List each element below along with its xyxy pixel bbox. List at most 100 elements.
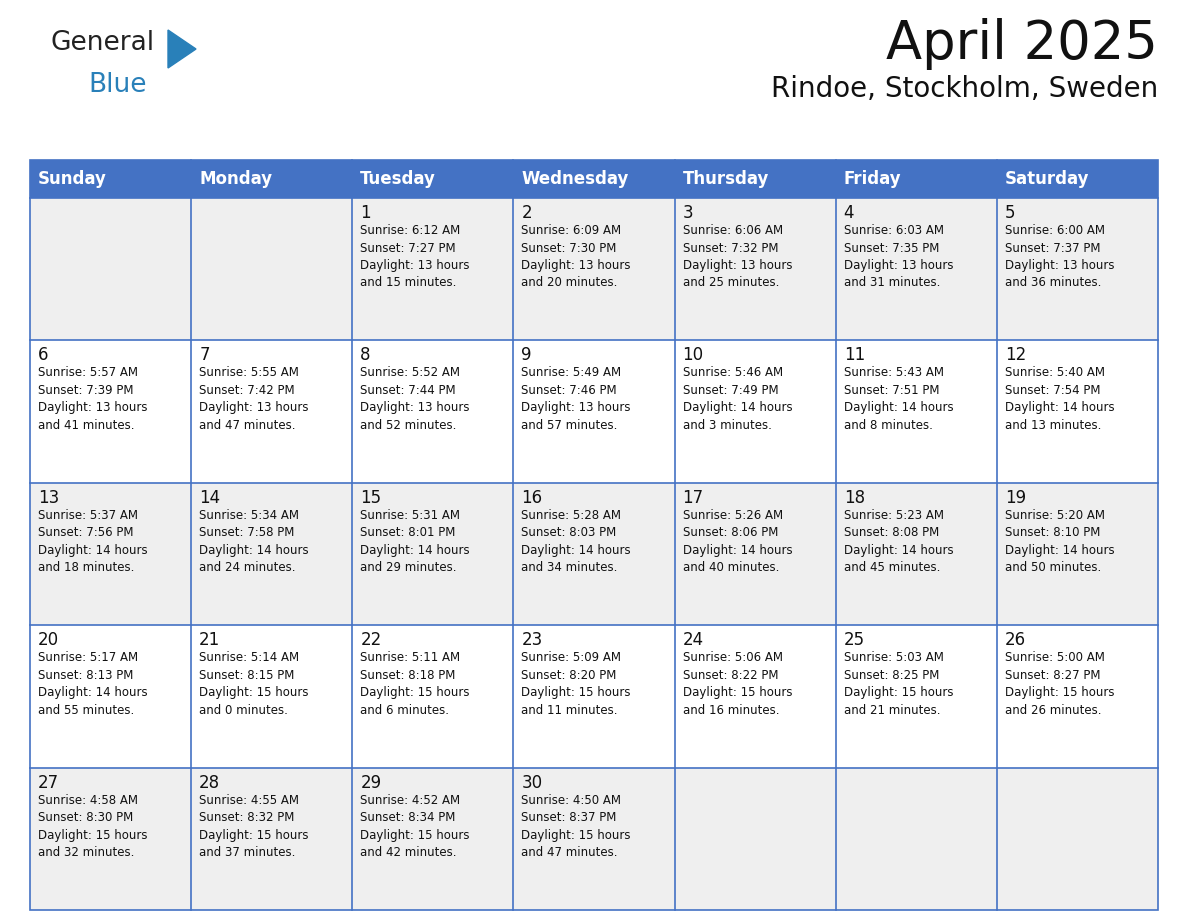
Bar	[191, 198, 353, 341]
Text: 27: 27	[38, 774, 59, 791]
Text: 30: 30	[522, 774, 543, 791]
Bar	[835, 625, 997, 767]
Text: 19: 19	[1005, 488, 1026, 507]
Text: Sunrise: 4:50 AM
Sunset: 8:37 PM
Daylight: 15 hours
and 47 minutes.: Sunrise: 4:50 AM Sunset: 8:37 PM Dayligh…	[522, 793, 631, 859]
Bar	[30, 160, 1158, 910]
Text: Sunrise: 5:23 AM
Sunset: 8:08 PM
Daylight: 14 hours
and 45 minutes.: Sunrise: 5:23 AM Sunset: 8:08 PM Dayligh…	[843, 509, 953, 575]
Text: 12: 12	[1005, 346, 1026, 364]
Text: 5: 5	[1005, 204, 1016, 222]
Bar	[513, 341, 675, 483]
Polygon shape	[168, 30, 196, 68]
Text: Sunrise: 5:03 AM
Sunset: 8:25 PM
Daylight: 15 hours
and 21 minutes.: Sunrise: 5:03 AM Sunset: 8:25 PM Dayligh…	[843, 651, 953, 717]
Text: Blue: Blue	[88, 72, 146, 98]
Text: Sunrise: 6:06 AM
Sunset: 7:32 PM
Daylight: 13 hours
and 25 minutes.: Sunrise: 6:06 AM Sunset: 7:32 PM Dayligh…	[683, 224, 792, 289]
Text: Sunrise: 4:58 AM
Sunset: 8:30 PM
Daylight: 15 hours
and 32 minutes.: Sunrise: 4:58 AM Sunset: 8:30 PM Dayligh…	[38, 793, 147, 859]
Text: Thursday: Thursday	[683, 170, 769, 188]
Text: Sunrise: 5:17 AM
Sunset: 8:13 PM
Daylight: 14 hours
and 55 minutes.: Sunrise: 5:17 AM Sunset: 8:13 PM Dayligh…	[38, 651, 147, 717]
Text: Tuesday: Tuesday	[360, 170, 436, 188]
Bar	[675, 341, 835, 483]
Text: Sunrise: 5:57 AM
Sunset: 7:39 PM
Daylight: 13 hours
and 41 minutes.: Sunrise: 5:57 AM Sunset: 7:39 PM Dayligh…	[38, 366, 147, 431]
Bar	[835, 483, 997, 625]
Text: Sunrise: 5:11 AM
Sunset: 8:18 PM
Daylight: 15 hours
and 6 minutes.: Sunrise: 5:11 AM Sunset: 8:18 PM Dayligh…	[360, 651, 469, 717]
Text: Sunrise: 5:26 AM
Sunset: 8:06 PM
Daylight: 14 hours
and 40 minutes.: Sunrise: 5:26 AM Sunset: 8:06 PM Dayligh…	[683, 509, 792, 575]
Text: Rindoe, Stockholm, Sweden: Rindoe, Stockholm, Sweden	[771, 75, 1158, 103]
Bar	[513, 767, 675, 910]
Text: General: General	[50, 30, 154, 56]
Text: 2: 2	[522, 204, 532, 222]
Bar	[513, 483, 675, 625]
Text: April 2025: April 2025	[886, 18, 1158, 70]
Text: Sunrise: 5:34 AM
Sunset: 7:58 PM
Daylight: 14 hours
and 24 minutes.: Sunrise: 5:34 AM Sunset: 7:58 PM Dayligh…	[200, 509, 309, 575]
Bar	[675, 198, 835, 341]
Bar	[997, 341, 1158, 483]
Text: Sunrise: 5:14 AM
Sunset: 8:15 PM
Daylight: 15 hours
and 0 minutes.: Sunrise: 5:14 AM Sunset: 8:15 PM Dayligh…	[200, 651, 309, 717]
Text: Sunrise: 5:43 AM
Sunset: 7:51 PM
Daylight: 14 hours
and 8 minutes.: Sunrise: 5:43 AM Sunset: 7:51 PM Dayligh…	[843, 366, 953, 431]
Text: Sunrise: 5:46 AM
Sunset: 7:49 PM
Daylight: 14 hours
and 3 minutes.: Sunrise: 5:46 AM Sunset: 7:49 PM Dayligh…	[683, 366, 792, 431]
Text: 20: 20	[38, 632, 59, 649]
Bar	[513, 625, 675, 767]
Text: Sunrise: 4:55 AM
Sunset: 8:32 PM
Daylight: 15 hours
and 37 minutes.: Sunrise: 4:55 AM Sunset: 8:32 PM Dayligh…	[200, 793, 309, 859]
Bar	[835, 341, 997, 483]
Text: Sunrise: 5:55 AM
Sunset: 7:42 PM
Daylight: 13 hours
and 47 minutes.: Sunrise: 5:55 AM Sunset: 7:42 PM Dayligh…	[200, 366, 309, 431]
Text: Sunrise: 5:31 AM
Sunset: 8:01 PM
Daylight: 14 hours
and 29 minutes.: Sunrise: 5:31 AM Sunset: 8:01 PM Dayligh…	[360, 509, 470, 575]
Text: Sunrise: 5:09 AM
Sunset: 8:20 PM
Daylight: 15 hours
and 11 minutes.: Sunrise: 5:09 AM Sunset: 8:20 PM Dayligh…	[522, 651, 631, 717]
Bar	[30, 341, 191, 483]
Text: Sunrise: 5:28 AM
Sunset: 8:03 PM
Daylight: 14 hours
and 34 minutes.: Sunrise: 5:28 AM Sunset: 8:03 PM Dayligh…	[522, 509, 631, 575]
Bar	[675, 767, 835, 910]
Text: Sunrise: 6:12 AM
Sunset: 7:27 PM
Daylight: 13 hours
and 15 minutes.: Sunrise: 6:12 AM Sunset: 7:27 PM Dayligh…	[360, 224, 469, 289]
Text: 29: 29	[360, 774, 381, 791]
Text: 8: 8	[360, 346, 371, 364]
Bar	[835, 198, 997, 341]
Text: 28: 28	[200, 774, 220, 791]
Text: Sunday: Sunday	[38, 170, 107, 188]
Bar	[30, 767, 191, 910]
Text: 7: 7	[200, 346, 209, 364]
Bar	[513, 198, 675, 341]
Text: 4: 4	[843, 204, 854, 222]
Text: 17: 17	[683, 488, 703, 507]
Text: 25: 25	[843, 632, 865, 649]
Text: 13: 13	[38, 488, 59, 507]
Text: 9: 9	[522, 346, 532, 364]
Bar	[835, 767, 997, 910]
Bar	[997, 625, 1158, 767]
Text: Sunrise: 6:09 AM
Sunset: 7:30 PM
Daylight: 13 hours
and 20 minutes.: Sunrise: 6:09 AM Sunset: 7:30 PM Dayligh…	[522, 224, 631, 289]
Bar	[353, 767, 513, 910]
Text: Saturday: Saturday	[1005, 170, 1089, 188]
Bar	[675, 625, 835, 767]
Bar	[191, 341, 353, 483]
Text: 18: 18	[843, 488, 865, 507]
Text: 26: 26	[1005, 632, 1026, 649]
Text: Sunrise: 5:06 AM
Sunset: 8:22 PM
Daylight: 15 hours
and 16 minutes.: Sunrise: 5:06 AM Sunset: 8:22 PM Dayligh…	[683, 651, 792, 717]
Text: Wednesday: Wednesday	[522, 170, 628, 188]
Text: 11: 11	[843, 346, 865, 364]
Text: Friday: Friday	[843, 170, 902, 188]
Text: Sunrise: 5:37 AM
Sunset: 7:56 PM
Daylight: 14 hours
and 18 minutes.: Sunrise: 5:37 AM Sunset: 7:56 PM Dayligh…	[38, 509, 147, 575]
Bar	[30, 625, 191, 767]
Bar	[30, 160, 1158, 198]
Bar	[997, 483, 1158, 625]
Text: Sunrise: 6:03 AM
Sunset: 7:35 PM
Daylight: 13 hours
and 31 minutes.: Sunrise: 6:03 AM Sunset: 7:35 PM Dayligh…	[843, 224, 953, 289]
Text: Sunrise: 4:52 AM
Sunset: 8:34 PM
Daylight: 15 hours
and 42 minutes.: Sunrise: 4:52 AM Sunset: 8:34 PM Dayligh…	[360, 793, 469, 859]
Bar	[353, 341, 513, 483]
Text: 3: 3	[683, 204, 693, 222]
Text: 21: 21	[200, 632, 221, 649]
Text: 23: 23	[522, 632, 543, 649]
Bar	[191, 767, 353, 910]
Bar	[30, 198, 191, 341]
Text: 14: 14	[200, 488, 220, 507]
Text: Monday: Monday	[200, 170, 272, 188]
Text: Sunrise: 5:49 AM
Sunset: 7:46 PM
Daylight: 13 hours
and 57 minutes.: Sunrise: 5:49 AM Sunset: 7:46 PM Dayligh…	[522, 366, 631, 431]
Text: Sunrise: 5:40 AM
Sunset: 7:54 PM
Daylight: 14 hours
and 13 minutes.: Sunrise: 5:40 AM Sunset: 7:54 PM Dayligh…	[1005, 366, 1114, 431]
Bar	[191, 625, 353, 767]
Text: 6: 6	[38, 346, 49, 364]
Bar	[997, 767, 1158, 910]
Text: 16: 16	[522, 488, 543, 507]
Text: 15: 15	[360, 488, 381, 507]
Bar	[191, 483, 353, 625]
Text: 1: 1	[360, 204, 371, 222]
Text: Sunrise: 5:00 AM
Sunset: 8:27 PM
Daylight: 15 hours
and 26 minutes.: Sunrise: 5:00 AM Sunset: 8:27 PM Dayligh…	[1005, 651, 1114, 717]
Bar	[353, 483, 513, 625]
Text: Sunrise: 5:20 AM
Sunset: 8:10 PM
Daylight: 14 hours
and 50 minutes.: Sunrise: 5:20 AM Sunset: 8:10 PM Dayligh…	[1005, 509, 1114, 575]
Text: Sunrise: 5:52 AM
Sunset: 7:44 PM
Daylight: 13 hours
and 52 minutes.: Sunrise: 5:52 AM Sunset: 7:44 PM Dayligh…	[360, 366, 469, 431]
